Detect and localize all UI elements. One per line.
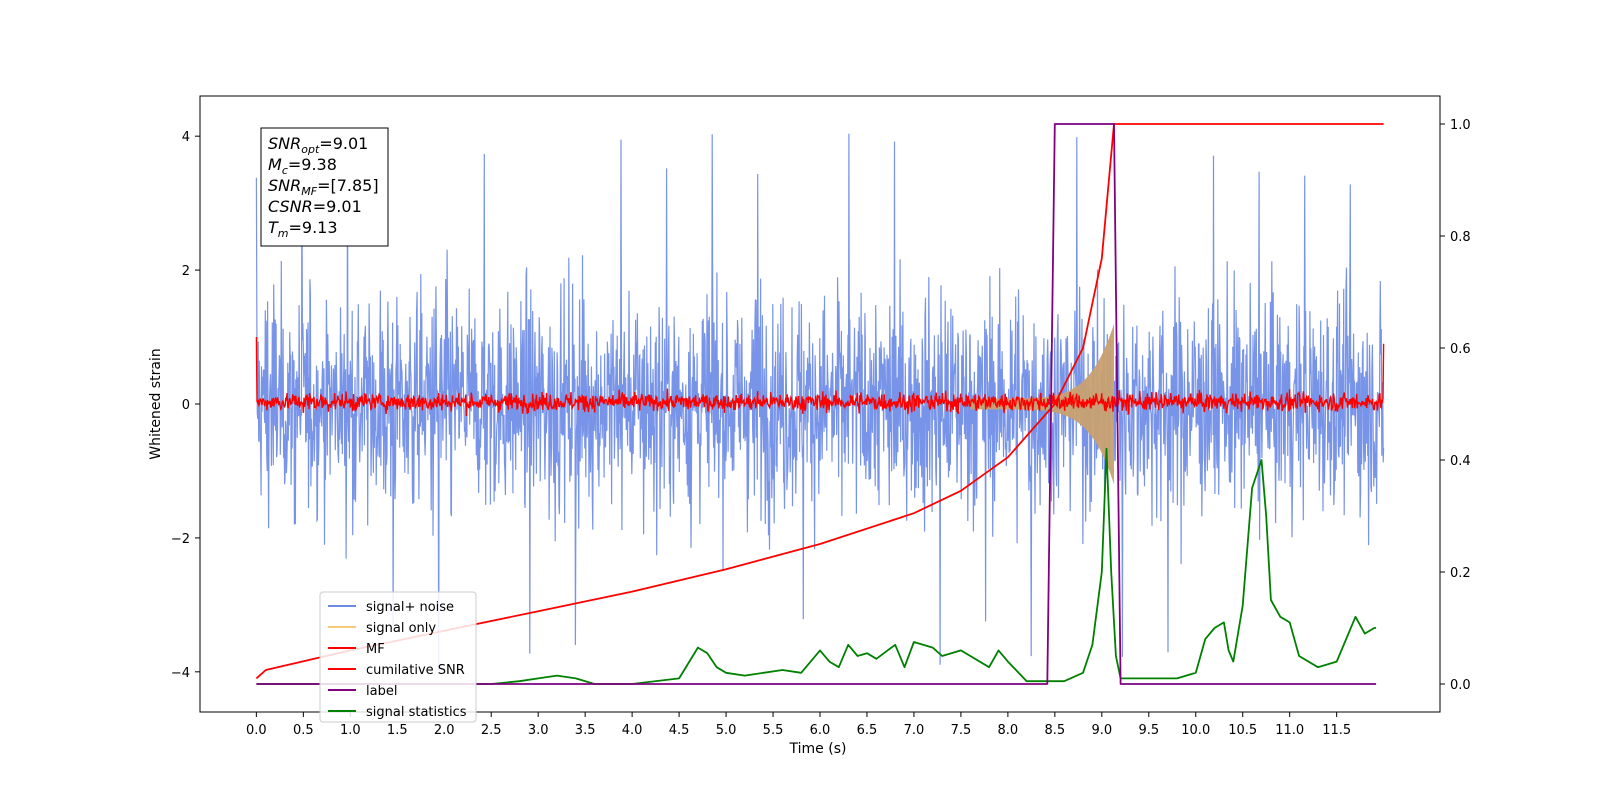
- x-tick-label: 3.0: [528, 723, 549, 738]
- annotation-subscript: opt: [301, 143, 320, 156]
- annotation-variable: CSNR: [268, 197, 313, 216]
- x-tick-label: 4.5: [669, 723, 690, 738]
- x-tick-label: 1.5: [387, 723, 408, 738]
- annotation-frame: [260, 127, 389, 247]
- x-tick-label: 2.0: [434, 723, 455, 738]
- legend-entry-label: label: [366, 684, 397, 699]
- annotation-value: =9.01: [319, 134, 368, 153]
- y-right-tick-label: 1.0: [1450, 118, 1471, 133]
- x-tick-label: 6.5: [857, 723, 878, 738]
- y-left-tick-label: 0: [182, 398, 190, 413]
- x-tick-label: 1.0: [340, 723, 361, 738]
- x-tick-label: 6.0: [810, 723, 831, 738]
- annotation-line: SNRMF=[7.85]: [268, 176, 379, 198]
- x-axis-label: Time (s): [789, 741, 847, 757]
- annotation-variable: T: [268, 218, 279, 237]
- y-right-tick-label: 0.2: [1450, 566, 1471, 581]
- annotation-line: Tm=9.13: [268, 218, 338, 240]
- annotation-variable: SNR: [268, 176, 301, 195]
- legend-entry-label: MF: [366, 642, 385, 657]
- x-tick-label: 4.0: [622, 723, 643, 738]
- legend-entry-label: cumilative SNR: [366, 663, 465, 678]
- x-tick-label: 3.5: [575, 723, 596, 738]
- x-tick-label: 7.5: [951, 723, 972, 738]
- x-tick-label: 8.5: [1045, 723, 1066, 738]
- mf-series: [255, 336, 1385, 417]
- y-right-tick-label: 0.4: [1450, 454, 1471, 469]
- x-tick-label: 9.5: [1138, 723, 1159, 738]
- legend-entry-label: signal+ noise: [366, 600, 454, 615]
- y-left-tick-label: 4: [182, 130, 190, 145]
- y-axis-right: 0.0 0.2 0.4 0.6 0.8 1.0: [1440, 118, 1471, 693]
- y-right-tick-label: 0.8: [1450, 230, 1471, 245]
- x-tick-label: 0.5: [293, 723, 314, 738]
- y-left-tick-label: 2: [182, 264, 190, 279]
- annotation-value: =9.01: [313, 197, 362, 216]
- signal-statistics-line: [256, 447, 1377, 685]
- annotation-value: =9.13: [289, 218, 338, 237]
- y-left-tick-label: −2: [171, 532, 190, 547]
- x-tick-label: 10.5: [1228, 723, 1257, 738]
- x-tick-label: 9.0: [1091, 723, 1112, 738]
- legend-entry-label: signal statistics: [366, 705, 467, 720]
- mf-line: [255, 336, 1385, 417]
- legend: signal+ noise signal only MF cumilative SNR…: [319, 591, 477, 723]
- annotation-line: Mc=9.38: [268, 155, 337, 177]
- annotation-value: =9.38: [288, 155, 337, 174]
- label-line: [256, 123, 1377, 685]
- x-axis: 0.0 0.5 1.0 1.5 2.0 2.5 3.0 3.5 4.0 4.5 5.0 5.5 6.0 6…: [246, 712, 1351, 738]
- x-tick-label: 10.0: [1181, 723, 1210, 738]
- x-tick-label: 5.5: [763, 723, 784, 738]
- y-right-tick-label: 0.6: [1450, 342, 1471, 357]
- y-right-tick-label: 0.0: [1450, 678, 1471, 693]
- x-tick-label: 11.5: [1322, 723, 1351, 738]
- x-tick-label: 8.0: [998, 723, 1019, 738]
- annotation-subscript: c: [282, 164, 288, 177]
- annotation-variable: SNR: [268, 134, 301, 153]
- metrics-annotation-box: SNRopt=9.01Mc=9.38SNRMF=[7.85]CSNR=9.01T…: [260, 127, 389, 247]
- annotation-subscript: m: [278, 227, 289, 240]
- annotation-line: CSNR=9.01: [268, 197, 362, 216]
- legend-entry-label: signal only: [366, 621, 436, 636]
- x-tick-label: 2.5: [481, 723, 502, 738]
- annotation-variable: M: [268, 155, 282, 174]
- legend-frame: [319, 591, 477, 723]
- y-left-tick-label: −4: [171, 666, 190, 681]
- x-tick-label: 5.0: [716, 723, 737, 738]
- y-axis-left: −4 −2 0 2 4: [171, 130, 200, 681]
- y-axis-label: Whitened strain: [148, 348, 164, 459]
- x-tick-label: 11.0: [1275, 723, 1304, 738]
- annotation-subscript: MF: [301, 185, 317, 198]
- x-tick-label: 0.0: [246, 723, 267, 738]
- x-tick-label: 7.0: [904, 723, 925, 738]
- annotation-line: SNRopt=9.01: [268, 134, 368, 156]
- annotation-value: =[7.85]: [317, 176, 379, 195]
